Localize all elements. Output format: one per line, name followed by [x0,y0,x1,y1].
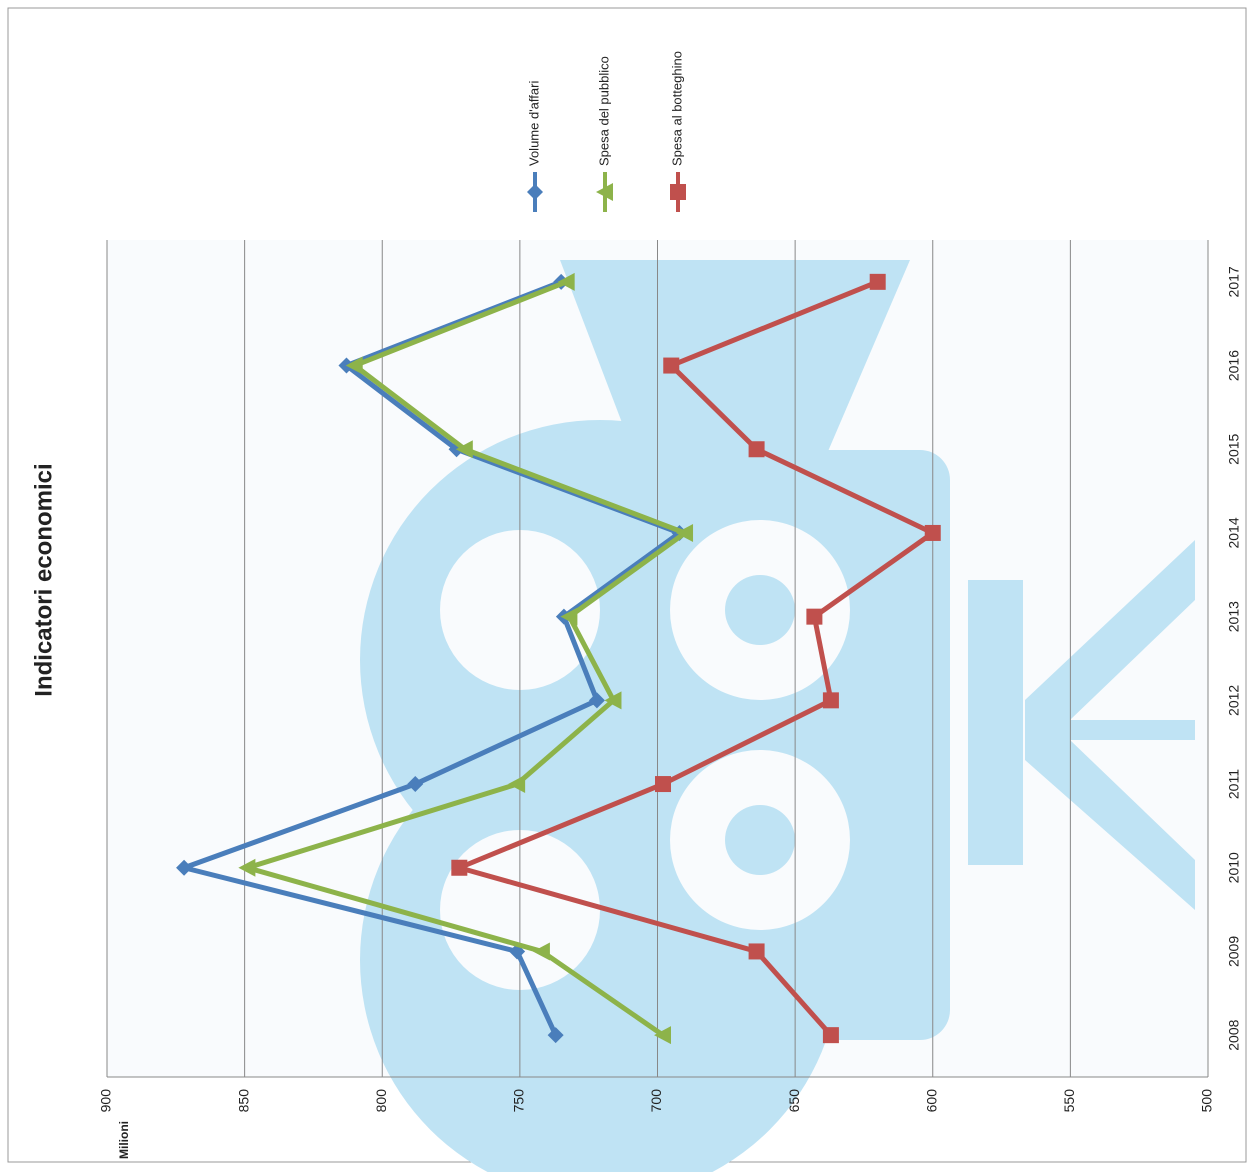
watermark-shape [1025,540,1195,910]
point [407,776,424,793]
point [655,776,672,793]
x-tick-label: 2010 [1226,852,1242,883]
rotated-chart: Indicatori economici Milioni 500 550 600 65… [30,51,1241,1159]
x-tick-label: 2013 [1226,601,1242,632]
point [455,440,473,459]
point [238,858,256,877]
series-line [181,279,683,1037]
point [822,1027,839,1044]
point [654,1026,672,1045]
y-tick-label: 750 [511,1089,527,1113]
point [176,859,193,876]
point [560,607,578,626]
point [663,357,680,374]
series-line [244,279,688,1038]
watermark-shape [725,805,795,875]
watermark-shape [968,580,1023,865]
point [822,692,839,709]
y-tick-label: 700 [648,1089,664,1113]
point [748,441,765,458]
y-tick-label: 650 [786,1089,802,1113]
point [557,272,575,291]
y-tick-label: 900 [98,1089,114,1113]
point [532,942,550,961]
x-tick-label: 2009 [1226,936,1242,967]
x-tick-label: 2011 [1226,769,1242,799]
y-tick-label: 800 [373,1089,389,1113]
watermark-shape [725,575,795,645]
x-tick-label: 2008 [1226,1019,1242,1050]
point [806,608,823,625]
point [676,523,694,542]
y-tick-label: 500 [1199,1089,1215,1113]
y-tick-label: 600 [923,1089,939,1113]
point [924,524,941,541]
point [527,184,543,200]
point [604,691,622,710]
x-tick-label: 2012 [1226,685,1242,716]
point [451,859,468,876]
watermark-shape [560,260,910,470]
y-tick-label: 550 [1061,1089,1077,1113]
point [748,943,765,960]
point [670,184,686,200]
point [596,183,613,201]
point [345,356,363,375]
x-tick-label: 2015 [1226,433,1242,464]
x-tick-label: 2017 [1226,266,1242,297]
axis-title: Milioni [117,1121,131,1159]
legend-label: Volume d'affari [526,81,541,166]
x-tick-label: 2016 [1226,350,1242,381]
chart-title: Indicatori economici [30,463,57,696]
point [869,273,886,290]
legend-label: Spesa al botteghino [669,51,684,166]
series-line [456,279,936,1037]
point [508,775,526,794]
legend-label: Spesa del pubblico [596,56,611,166]
x-tick-label: 2014 [1226,517,1242,548]
y-tick-label: 850 [235,1089,251,1113]
